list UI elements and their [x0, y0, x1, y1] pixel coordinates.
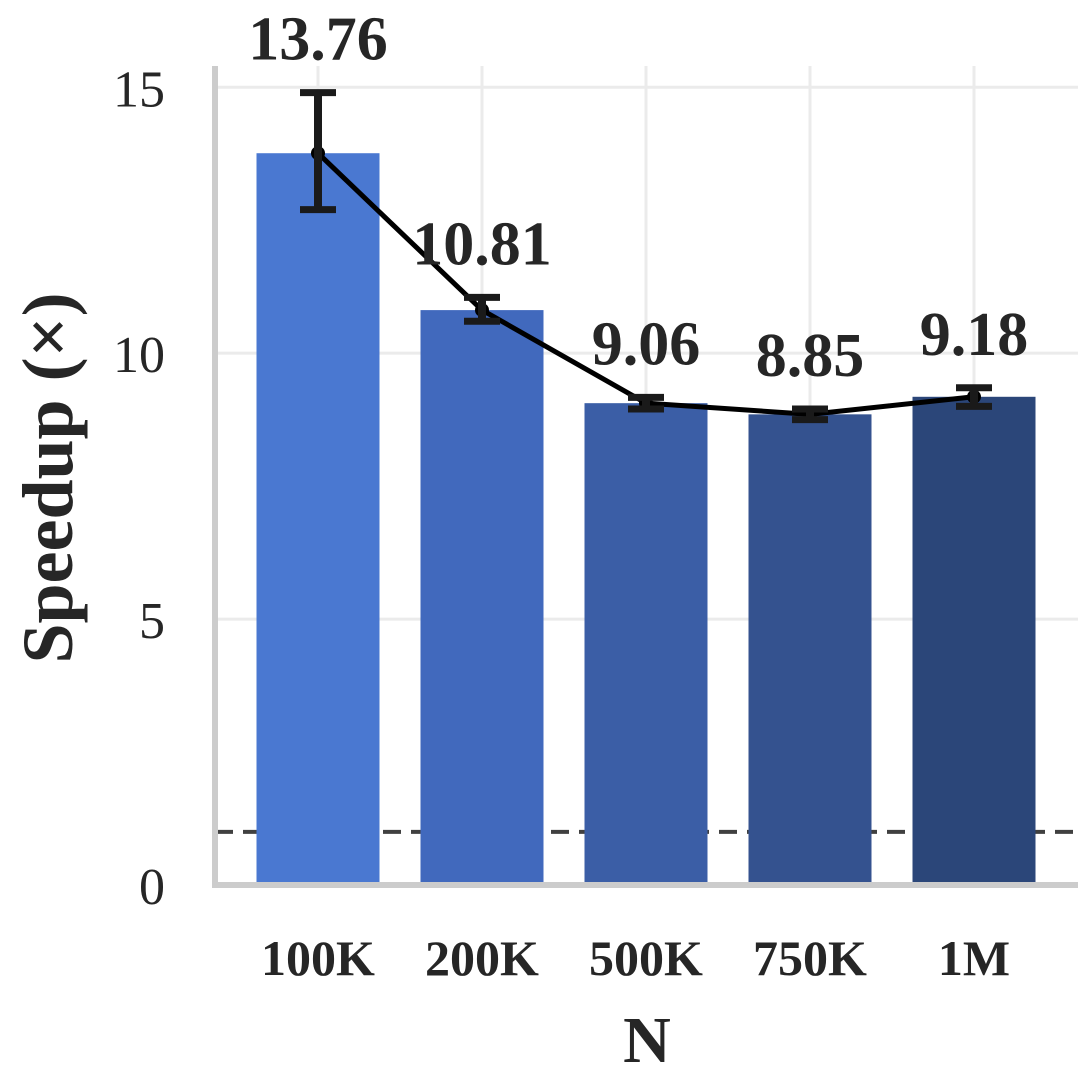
error-bars [300, 89, 992, 424]
x-tick-label: 750K [753, 930, 867, 986]
x-tick-label: 1M [938, 930, 1010, 986]
x-tick-label: 500K [589, 930, 703, 986]
data-labels: 13.76 10.81 9.06 8.85 9.18 [248, 6, 1028, 390]
bar-200k [420, 310, 544, 885]
axes [212, 66, 1078, 888]
bar-1m [912, 396, 1036, 885]
bar-500k [584, 403, 708, 885]
bars [256, 153, 1036, 885]
bar-100k [256, 153, 380, 885]
x-tick-label: 200K [425, 930, 539, 986]
data-label: 10.81 [412, 210, 552, 278]
data-label: 9.18 [920, 301, 1029, 369]
data-label: 9.06 [592, 310, 701, 378]
data-label: 13.76 [248, 6, 388, 74]
y-tick-label: 0 [139, 859, 165, 916]
x-axis-title: N [623, 1004, 671, 1077]
y-tick-label: 5 [139, 593, 165, 650]
y-ticks: 0 5 10 15 [113, 61, 165, 916]
y-tick-label: 15 [113, 61, 165, 118]
x-ticks: 100K 200K 500K 750K 1M [261, 930, 1010, 986]
x-tick-label: 100K [261, 930, 375, 986]
data-label: 8.85 [756, 322, 865, 390]
y-tick-label: 10 [113, 327, 165, 384]
bar-750k [748, 414, 872, 885]
y-axis-title: Speedup (×) [8, 292, 88, 663]
